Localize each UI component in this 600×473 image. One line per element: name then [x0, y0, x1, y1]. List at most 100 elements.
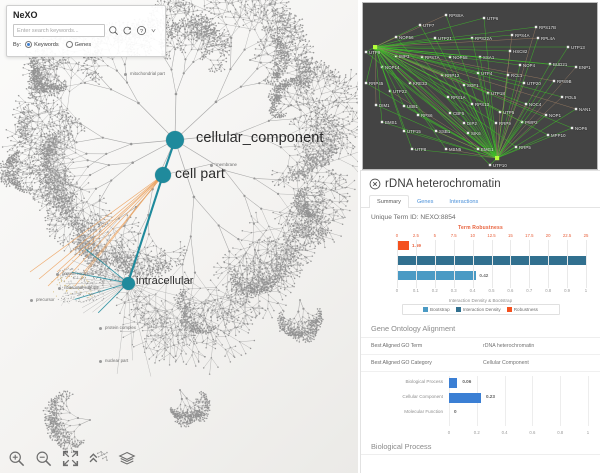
- gene-label[interactable]: UTP6: [487, 16, 499, 21]
- refresh-icon[interactable]: [122, 25, 133, 36]
- gene-label[interactable]: NAN1: [579, 107, 591, 112]
- ontology-label-small: protein complex: [105, 325, 136, 330]
- gene-label[interactable]: NOP58: [453, 55, 468, 60]
- gene-label[interactable]: KRE33: [413, 81, 428, 86]
- go-chart-row: Biological Process 0.06: [371, 376, 590, 391]
- gene-label[interactable]: RPS7A: [425, 55, 440, 60]
- gene-label[interactable]: UTP5: [503, 110, 515, 115]
- ontology-node-small[interactable]: [99, 359, 102, 363]
- biological-process-section-title: Biological Process: [361, 438, 600, 455]
- gene-label[interactable]: NOP4: [523, 63, 536, 68]
- ontology-node-small[interactable]: [58, 286, 61, 290]
- gene-label[interactable]: RPL4A: [541, 36, 556, 41]
- ontology-label-cell part: cell part: [175, 165, 225, 182]
- gene-label[interactable]: RPS9B: [557, 79, 572, 84]
- layers-icon[interactable]: [118, 450, 136, 467]
- go-bar: [449, 393, 481, 403]
- zoom-out-icon[interactable]: [35, 450, 52, 467]
- gene-label[interactable]: SOF1: [467, 83, 479, 88]
- gene-label[interactable]: NOP56: [399, 35, 414, 40]
- gene-label[interactable]: MSN5: [449, 147, 462, 152]
- go-category-key: Best Aligned GO Category: [371, 360, 432, 366]
- gene-label[interactable]: SSB1: [439, 129, 451, 134]
- zoom-in-icon[interactable]: [8, 450, 25, 467]
- gene-label[interactable]: IMP3: [399, 54, 410, 59]
- gene-label[interactable]: BUD21: [553, 62, 568, 67]
- ontology-node-small[interactable]: [124, 72, 127, 76]
- gene-label[interactable]: UB81: [407, 104, 419, 109]
- ontology-node-small[interactable]: [210, 163, 213, 167]
- close-circle-icon[interactable]: [369, 178, 381, 190]
- gene-label[interactable]: RPS1A: [451, 95, 466, 100]
- gene-label[interactable]: EMG1: [481, 147, 494, 152]
- search-panel[interactable]: NeXO ?: [6, 5, 166, 57]
- radio-keywords[interactable]: [25, 41, 33, 48]
- network-toolbar[interactable]: [0, 443, 358, 473]
- gene-label[interactable]: UTP7: [423, 23, 435, 28]
- tab-summary[interactable]: Summary: [369, 195, 409, 208]
- ontology-node-small[interactable]: [56, 272, 59, 276]
- gene-label[interactable]: DIM1: [379, 103, 390, 108]
- gene-label[interactable]: HSC82: [513, 49, 528, 54]
- bottom-axis-tick: 0.9: [564, 288, 571, 293]
- gene-label[interactable]: NOP6: [575, 126, 588, 131]
- gene-interaction-network[interactable]: RPS8A UTP6 UTP7 RPS17B NOP56 UTP21 RPS22A RPS4A…: [362, 2, 598, 170]
- gene-label[interactable]: RPS13: [475, 102, 490, 107]
- gene-label[interactable]: UTP20: [527, 81, 541, 86]
- ontology-network-view[interactable]: NeXO ?: [0, 0, 358, 473]
- gene-label[interactable]: SIK6: [471, 131, 481, 136]
- ontology-node-cellular-component[interactable]: [166, 131, 184, 149]
- gene-label[interactable]: RCL1: [511, 73, 523, 78]
- gene-label[interactable]: UTP13: [571, 45, 585, 50]
- gene-label[interactable]: RRP5: [519, 145, 531, 150]
- gene-label[interactable]: RRP9: [499, 121, 511, 126]
- gene-label[interactable]: UTP9: [369, 50, 381, 55]
- top-axis-tick: 22.5: [562, 233, 572, 238]
- fit-screen-icon[interactable]: [62, 450, 79, 467]
- collapse-icon[interactable]: [89, 450, 108, 467]
- gene-label[interactable]: PWP2: [525, 120, 538, 125]
- gene-label[interactable]: RPS17B: [539, 25, 557, 30]
- term-detail-panel[interactable]: rDNA heterochromatin Summary Genes Inter…: [360, 170, 600, 473]
- gene-label[interactable]: UTP15: [407, 129, 421, 134]
- gene-label[interactable]: POL5: [565, 95, 577, 100]
- go-axis-tick: 1: [586, 430, 590, 435]
- tab-interactions[interactable]: Interactions: [449, 199, 479, 205]
- gene-network-edges: [364, 13, 578, 167]
- help-icon[interactable]: ?: [136, 25, 147, 36]
- gene-label[interactable]: RPS6: [421, 113, 433, 118]
- gene-label[interactable]: UTP22: [393, 89, 407, 94]
- detail-tabs[interactable]: Summary Genes Interactions: [361, 195, 600, 208]
- gene-label[interactable]: RPS22A: [475, 36, 493, 41]
- gene-label[interactable]: UTP10: [493, 163, 507, 168]
- chevron-down-icon[interactable]: [150, 25, 157, 36]
- tab-genes[interactable]: Genes: [416, 199, 434, 205]
- search-icon[interactable]: [108, 25, 119, 36]
- ontology-node-small[interactable]: [30, 298, 33, 302]
- gene-label[interactable]: DIP2: [467, 121, 477, 126]
- gene-label[interactable]: CBF5: [453, 111, 465, 116]
- gene-label[interactable]: NOP1: [549, 113, 562, 118]
- gene-label[interactable]: MPP10: [551, 133, 566, 138]
- gene-label[interactable]: SSA1: [483, 55, 495, 60]
- gridline: [472, 240, 474, 288]
- gene-label[interactable]: RPS4A: [515, 33, 530, 38]
- gene-label[interactable]: RRP45: [369, 81, 384, 86]
- gene-label[interactable]: UTP8: [415, 147, 427, 152]
- search-input[interactable]: [13, 24, 105, 37]
- gene-label[interactable]: UTP18: [491, 91, 505, 96]
- gene-label[interactable]: ENP1: [579, 65, 591, 70]
- gene-label[interactable]: UTP21: [438, 36, 452, 41]
- gene-label[interactable]: RPS8A: [449, 13, 464, 18]
- go-category-label: Cellular Component: [402, 394, 443, 399]
- gene-label[interactable]: NOC4: [529, 102, 542, 107]
- ontology-node-cell part[interactable]: [155, 167, 171, 183]
- gene-label[interactable]: BMS1: [385, 120, 398, 125]
- radio-genes[interactable]: [65, 41, 73, 48]
- gene-label[interactable]: NOP14: [385, 65, 400, 70]
- ontology-node-small[interactable]: [99, 326, 102, 330]
- ontology-node-intracellular[interactable]: [121, 276, 135, 290]
- gene-label[interactable]: RRP12: [445, 73, 460, 78]
- top-axis-tick: 20: [545, 233, 551, 238]
- gene-label[interactable]: UTP4: [481, 71, 493, 76]
